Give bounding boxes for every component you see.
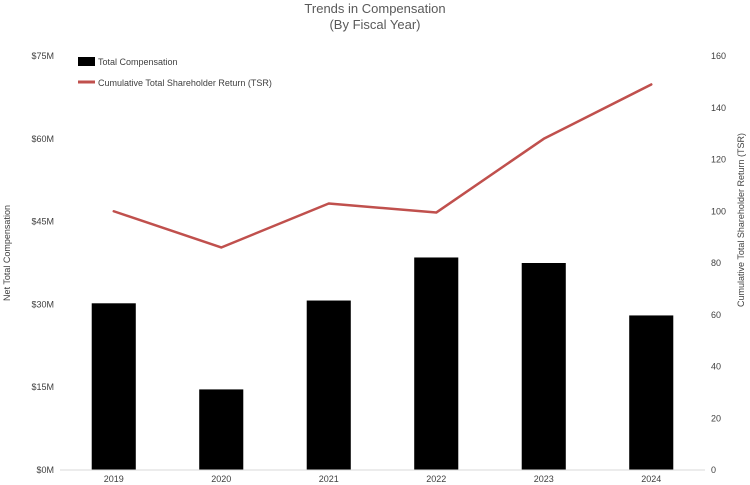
- y-right-tick-label: 100: [711, 206, 726, 216]
- y-right-tick-label: 140: [711, 103, 726, 113]
- y-right-tick-label: 120: [711, 155, 726, 165]
- y-axis-label-left: Net Total Compensation: [2, 205, 12, 301]
- bars-layer: [91, 257, 674, 470]
- chart-subtitle: (By Fiscal Year): [329, 17, 420, 32]
- y-right-tick-label: 160: [711, 51, 726, 61]
- tsr-line: [112, 83, 653, 249]
- y-right-tick-label: 40: [711, 362, 721, 372]
- y-left-tick-label: $75M: [31, 51, 54, 61]
- y-right-tick-label: 60: [711, 310, 721, 320]
- bar-2024: [629, 315, 674, 470]
- legend: Total Compensation Cumulative Total Shar…: [78, 57, 272, 88]
- y-right-tick-label: 0: [711, 465, 716, 475]
- x-tick-label: 2023: [534, 474, 554, 484]
- bar-2023: [521, 263, 566, 470]
- y-left-tick-label: $30M: [31, 299, 54, 309]
- y-left-tick-label: $0M: [36, 465, 54, 475]
- chart-title: Trends in Compensation: [304, 1, 445, 16]
- x-tick-label: 2021: [319, 474, 339, 484]
- y-left-tick-label: $15M: [31, 382, 54, 392]
- legend-label-total-compensation: Total Compensation: [98, 57, 178, 67]
- x-axis: 2019 2020 2021 2022 2023 2024: [104, 474, 662, 484]
- bar-2022: [414, 257, 459, 470]
- bar-2019: [91, 303, 136, 470]
- bar-2020: [199, 389, 244, 470]
- y-left-axis: $0M $15M $30M $45M $60M $75M: [31, 51, 54, 475]
- legend-swatch-total-compensation: [78, 57, 95, 66]
- y-left-tick-label: $60M: [31, 134, 54, 144]
- bar-2021: [306, 300, 351, 470]
- y-left-tick-label: $45M: [31, 217, 54, 227]
- y-right-tick-label: 80: [711, 258, 721, 268]
- y-axis-label-right: Cumulative Total Shareholder Return (TSR…: [736, 133, 746, 307]
- legend-label-tsr: Cumulative Total Shareholder Return (TSR…: [98, 78, 272, 88]
- y-right-tick-label: 20: [711, 413, 721, 423]
- y-right-axis: 0 20 40 60 80 100 120 140 160: [711, 51, 726, 475]
- x-tick-label: 2019: [104, 474, 124, 484]
- line-layer: [112, 83, 653, 249]
- x-tick-label: 2022: [426, 474, 446, 484]
- x-tick-label: 2020: [211, 474, 231, 484]
- x-tick-label: 2024: [641, 474, 661, 484]
